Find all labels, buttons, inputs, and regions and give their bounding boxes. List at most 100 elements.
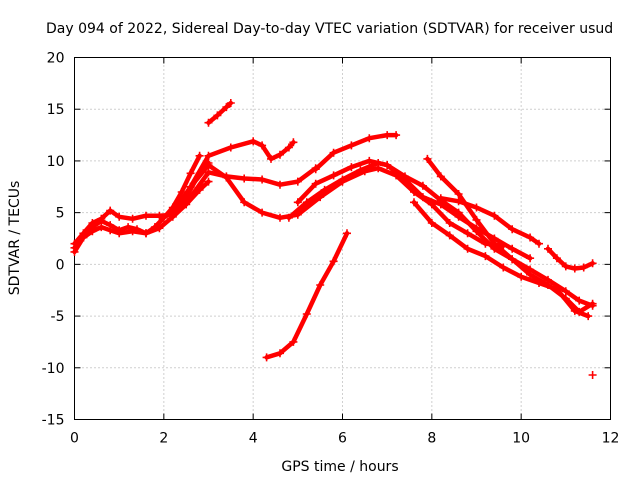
data-point <box>222 103 231 112</box>
series-line <box>188 162 506 248</box>
data-point <box>204 168 213 177</box>
data-point <box>383 161 392 170</box>
data-point <box>356 166 365 175</box>
data-point <box>284 213 293 222</box>
y-tick-label: -10 <box>42 361 65 377</box>
data-point <box>418 193 427 202</box>
series-track-12 <box>436 194 543 248</box>
data-point <box>186 182 195 191</box>
data-point <box>88 227 97 236</box>
data-point <box>526 254 535 263</box>
data-point <box>186 169 195 178</box>
data-point <box>302 310 311 318</box>
series-line <box>206 100 234 125</box>
series-track-03 <box>70 177 213 252</box>
x-tick-label: 8 <box>427 431 436 447</box>
data-point <box>588 299 597 308</box>
data-point <box>289 138 298 147</box>
data-point <box>311 179 320 188</box>
y-tick-label: -5 <box>51 309 65 325</box>
series-layer <box>70 99 597 379</box>
data-point <box>392 131 401 140</box>
data-point <box>463 244 472 253</box>
data-point <box>204 118 213 127</box>
series-line <box>170 139 296 215</box>
x-tick-label: 10 <box>512 431 530 447</box>
data-point <box>575 296 584 305</box>
data-point <box>97 223 106 232</box>
x-tick-label: 12 <box>602 431 620 447</box>
data-point <box>258 141 267 150</box>
data-point <box>445 219 454 227</box>
data-point <box>222 173 231 182</box>
data-point <box>365 156 374 165</box>
data-point <box>499 263 508 272</box>
data-point <box>316 281 325 289</box>
data-point <box>226 143 235 152</box>
data-point <box>115 229 124 238</box>
data-point <box>472 215 481 224</box>
data-point <box>213 111 222 120</box>
data-point <box>472 203 481 212</box>
data-point <box>262 353 271 362</box>
data-point <box>472 227 481 236</box>
data-point <box>579 263 588 272</box>
data-point <box>552 285 561 294</box>
data-point <box>204 177 213 186</box>
data-point <box>526 270 535 279</box>
data-point <box>561 262 570 271</box>
data-point <box>418 181 427 190</box>
x-axis-label: GPS time / hours <box>281 459 398 475</box>
data-point <box>526 233 535 242</box>
data-point <box>508 225 517 234</box>
data-point <box>329 148 338 157</box>
data-point <box>427 219 436 227</box>
data-point <box>204 151 213 160</box>
series-track-10 <box>311 131 401 174</box>
data-point <box>570 264 579 273</box>
data-point <box>508 255 517 264</box>
data-point <box>195 151 204 160</box>
data-point <box>240 198 249 207</box>
data-point <box>588 259 597 268</box>
y-tick-label: 5 <box>56 206 65 222</box>
data-point <box>240 174 249 183</box>
data-point <box>142 229 150 238</box>
data-point <box>302 198 311 207</box>
data-point <box>258 175 267 184</box>
data-point <box>423 154 432 163</box>
data-point <box>88 219 97 227</box>
data-point <box>258 208 267 217</box>
data-point <box>204 161 213 170</box>
data-point <box>544 244 552 253</box>
y-tick-label: 0 <box>56 257 65 273</box>
data-point <box>490 239 499 248</box>
data-point <box>535 239 543 248</box>
data-point <box>383 131 392 140</box>
y-tick-label: 20 <box>47 51 65 67</box>
data-point <box>155 224 164 233</box>
data-point <box>79 233 88 242</box>
data-point <box>338 175 347 184</box>
x-tick-label: 2 <box>159 431 168 447</box>
data-point <box>436 172 445 181</box>
series-line <box>295 158 595 308</box>
data-point <box>365 134 374 143</box>
series-track-14 <box>544 244 597 273</box>
data-point <box>267 154 275 163</box>
data-point <box>293 198 302 207</box>
data-point <box>463 229 472 238</box>
data-point <box>186 193 195 202</box>
data-point <box>276 150 284 159</box>
data-point <box>276 349 284 358</box>
data-point <box>329 171 338 180</box>
data-point <box>106 206 115 215</box>
data-point <box>168 208 177 217</box>
data-point <box>97 214 106 223</box>
y-axis-label: SDTVAR / TECUs <box>7 181 23 296</box>
series-track-16 <box>588 371 597 379</box>
x-tick-label: 6 <box>338 431 347 447</box>
data-point <box>155 211 164 220</box>
data-point <box>517 272 526 281</box>
data-point <box>490 211 499 220</box>
